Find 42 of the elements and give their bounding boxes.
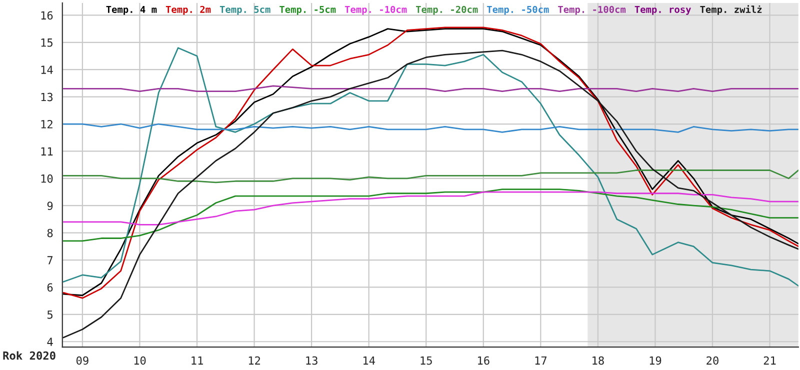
text: Temp. 4 m [106,6,157,15]
line-series [62,170,798,184]
y-tick-label: 14 [41,66,53,74]
text: Temp. 2m [166,6,211,15]
y-tick-label: 10 [41,174,53,183]
x-tick-label: 14 [363,356,375,365]
y-tick-label: 11 [41,147,53,156]
y-tick-label: 5 [47,310,52,319]
y-tick-label: 7 [47,256,53,264]
y-tick-label: 12 [41,120,52,128]
x-tick-label: 21 [764,356,776,365]
x-tick-label: 15 [420,356,432,365]
y-tick-label: 4 [47,338,53,346]
x-tick-label: 17 [535,356,547,365]
text: Temp. -10cm [344,6,407,15]
x-tick-label: 12 [248,356,260,365]
text: Temp. -5cm [280,6,336,15]
text: Temp. -100cm [558,6,626,15]
y-tick-label: 15 [41,38,52,47]
text: Temp. zwilż [700,5,762,15]
legend-label: Temp. rosy [634,6,692,15]
line-series [62,191,798,226]
x-tick-label: 19 [650,356,662,365]
x-tick-label: 10 [134,356,146,365]
y-tick-label: 16 [41,11,53,20]
text: Temp. -20cm [416,6,478,15]
y-tick-label: 13 [41,92,53,102]
x-axis-title: Rok 2020 [3,351,56,360]
y-tick-label: 6 [47,283,53,292]
line-series [62,50,798,338]
line-series [62,123,798,133]
x-tick-label: 09 [76,356,88,365]
x-tick-label: 13 [306,356,318,365]
y-tick-label: 8 [47,228,53,238]
text: Temp. 5cm [220,6,270,15]
text: Temp. -50cm [487,6,549,15]
line-series [62,188,798,242]
x-tick-label: 11 [192,356,203,365]
y-tick-label: 9 [47,202,53,210]
x-tick-label: 16 [478,356,490,365]
x-tick-label: 18 [592,356,604,365]
x-tick-label: 20 [706,356,718,365]
